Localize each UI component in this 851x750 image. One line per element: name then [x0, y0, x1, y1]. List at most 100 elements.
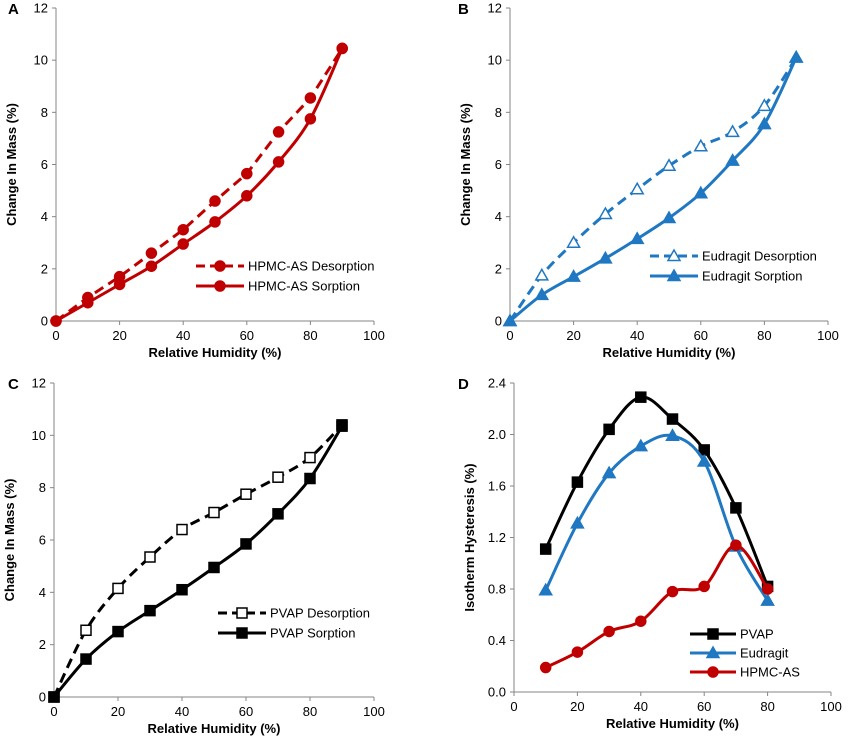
data-point — [304, 113, 317, 125]
series-line — [544, 395, 769, 587]
legend-label: Eudragit — [740, 646, 789, 661]
data-point — [598, 250, 613, 264]
data-point — [666, 413, 679, 425]
legend-label: HPMC-AS — [740, 665, 800, 680]
data-point — [601, 465, 617, 479]
x-tick-label: 100 — [363, 328, 385, 343]
series-eudragit — [538, 428, 775, 606]
x-tick-label: 60 — [239, 704, 253, 719]
legend-label: PVAP Sorption — [270, 626, 356, 641]
chart-panel-a: A 0 2 4 6 8 10 12 0 20 40 60 80 100 Relative Humidity … — [4, 1, 385, 361]
series-line — [52, 425, 344, 698]
data-point — [80, 653, 92, 665]
data-point — [113, 278, 126, 291]
data-point — [209, 195, 221, 207]
x-tick-label: 20 — [570, 699, 584, 714]
x-tick-label: 0 — [506, 328, 513, 343]
x-tick-label: 100 — [817, 328, 839, 343]
legend-swatch-marker — [666, 268, 682, 282]
data-point — [725, 124, 740, 138]
data-point — [176, 583, 188, 596]
data-point — [336, 42, 348, 55]
data-point — [502, 313, 518, 327]
chart-panel-c: C 0 2 4 6 8 10 12 0 20 40 60 80 100 Relative Humidity … — [2, 376, 385, 737]
data-point — [693, 185, 709, 199]
x-tick-label: 100 — [820, 699, 842, 714]
chart-panel-d: D 0.0 0.4 0.8 1.2 1.6 2.0 2.4 0 20 40 60 80 100 Relati… — [458, 376, 842, 732]
series-pvap — [539, 391, 774, 593]
data-point — [304, 92, 317, 104]
x-axis-label: Relative Humidity (%) — [603, 345, 736, 360]
data-point — [272, 508, 284, 520]
data-point — [661, 210, 677, 224]
legend: HPMC-AS Desorption HPMC-AS Sorption — [196, 259, 374, 294]
data-point — [538, 582, 553, 596]
y-tick-label: 12 — [32, 376, 46, 391]
data-point — [145, 260, 158, 272]
y-tick-label: 4 — [39, 585, 46, 600]
y-tick-label: 6 — [39, 533, 46, 548]
data-point — [50, 315, 62, 327]
data-point — [177, 223, 189, 236]
panel-letter: C — [8, 376, 19, 393]
data-point — [598, 206, 613, 220]
data-point — [603, 625, 615, 638]
series-hpmc-as-desorption — [50, 42, 348, 327]
x-tick-label: 60 — [697, 699, 711, 714]
x-tick-label: 80 — [760, 699, 774, 714]
series-hpmc-as-sorption — [50, 42, 348, 327]
legend-label: HPMC-AS Sorption — [248, 279, 360, 294]
y-tick-label: 10 — [34, 53, 48, 68]
data-point — [241, 190, 253, 202]
data-point — [539, 661, 552, 674]
panel-letter: A — [8, 1, 19, 18]
y-tick-label: 6 — [41, 157, 48, 172]
data-point — [566, 235, 581, 248]
y-tick-label: 4 — [41, 209, 48, 224]
series-line — [55, 47, 344, 323]
x-tick-label: 60 — [694, 328, 708, 343]
y-axis-label: Change In Mass (%) — [458, 103, 473, 226]
data-point — [570, 515, 585, 529]
data-point — [730, 539, 742, 551]
x-tick-label: 40 — [634, 699, 648, 714]
data-point — [635, 391, 647, 403]
data-point — [241, 167, 253, 180]
data-point — [730, 502, 742, 514]
data-point — [82, 296, 94, 309]
data-point — [698, 580, 710, 593]
data-point — [666, 585, 679, 598]
y-tick-label: 8 — [495, 105, 502, 120]
legend-swatch-marker — [236, 607, 248, 619]
data-point — [240, 538, 252, 550]
x-axis-label: Relative Humidity (%) — [149, 345, 282, 360]
legend-swatch-marker — [705, 645, 721, 659]
x-tick-label: 80 — [757, 328, 771, 343]
x-tick-label: 40 — [176, 328, 190, 343]
legend-swatch-marker — [707, 666, 719, 678]
data-point — [635, 615, 647, 627]
x-tick-label: 0 — [510, 699, 517, 714]
x-tick-label: 20 — [112, 328, 126, 343]
data-point — [144, 604, 156, 617]
y-tick-label: 10 — [32, 428, 46, 443]
x-tick-label: 80 — [303, 328, 317, 343]
data-point — [761, 583, 774, 595]
legend-swatch-marker — [214, 280, 226, 292]
y-tick-label: 0.8 — [488, 582, 506, 597]
legend-swatch-marker — [707, 628, 719, 640]
y-tick-label: 4 — [495, 209, 502, 224]
x-tick-label: 100 — [363, 704, 385, 719]
y-axis-label: Change In Mass (%) — [4, 103, 19, 226]
y-tick-label: 1.6 — [488, 479, 506, 494]
x-tick-label: 80 — [303, 704, 317, 719]
x-tick-label: 40 — [630, 328, 644, 343]
data-point — [534, 287, 550, 301]
data-point — [80, 624, 92, 637]
legend-swatch-marker — [666, 248, 682, 262]
data-point — [208, 561, 220, 574]
x-tick-label: 20 — [566, 328, 580, 343]
data-point — [696, 454, 712, 467]
data-point — [48, 691, 60, 703]
